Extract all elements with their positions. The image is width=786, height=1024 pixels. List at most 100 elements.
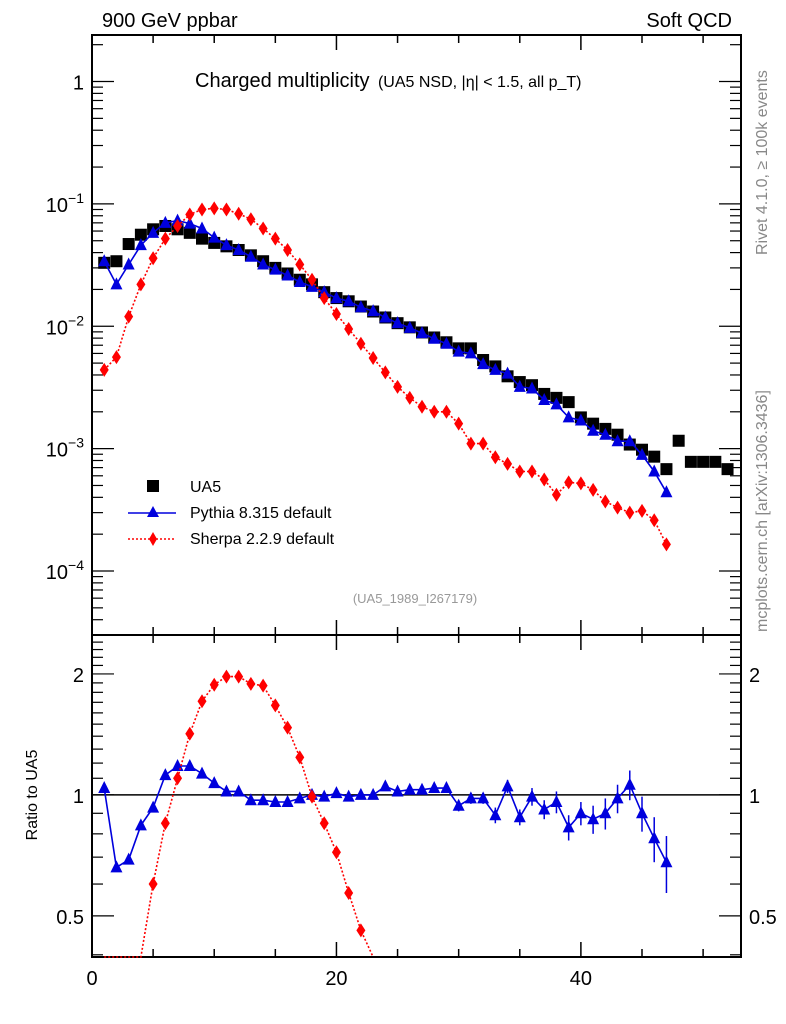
main-sherpa-point (319, 291, 329, 306)
ratio-y-tick-label-right: 0.5 (749, 907, 777, 929)
main-pythia-point (220, 238, 233, 251)
y-tick-label: 1 (73, 73, 84, 95)
ratio-sherpa-point (356, 923, 366, 938)
main-sherpa-point (454, 416, 464, 431)
mcplots-label: mcplots.cern.ch [arXiv:1306.3436] (754, 390, 771, 632)
x-tick-label: 20 (325, 968, 347, 990)
main-sherpa-point (160, 231, 170, 246)
main-sherpa-point (527, 464, 537, 479)
main-sherpa-point (258, 221, 268, 236)
ratio-pythia-point (428, 781, 441, 794)
main-sherpa-point (539, 472, 549, 487)
main-ua5-point (196, 232, 208, 245)
ratio-pythia-point (293, 791, 306, 804)
main-sherpa-point (515, 464, 525, 479)
main-pythia-point (183, 216, 196, 229)
main-pythia-point (489, 362, 502, 375)
main-pythia-point (513, 379, 526, 392)
main-pythia-point (538, 392, 551, 405)
ratio-pythia-point (330, 786, 343, 799)
main-pythia-point (367, 304, 380, 317)
ratio-sherpa-point (160, 816, 170, 831)
main-ua5-point (672, 434, 685, 447)
main-pythia-point (501, 366, 514, 379)
main-pythia-point (416, 326, 428, 339)
main-sherpa-point (588, 482, 598, 497)
ratio-pythia-point (183, 759, 196, 772)
plot-title: Charged multiplicity (UA5 NSD, |η| < 1.5… (195, 70, 581, 92)
ratio-sherpa-point (295, 750, 305, 765)
legend-marker-ua5 (147, 480, 159, 492)
main-sherpa-point (613, 500, 623, 515)
ratio-sherpa-point (283, 720, 293, 735)
ratio-pythia-point (464, 791, 477, 804)
ratio-pythia-point (648, 831, 661, 844)
ratio-pythia-point (367, 787, 380, 800)
main-pythia-point (122, 257, 135, 270)
main-ua5-point (587, 417, 600, 430)
main-sherpa-point (283, 243, 293, 258)
main-sherpa-point (503, 456, 513, 471)
title-sub: (UA5 NSD, |η| < 1.5, all p_T) (378, 74, 582, 91)
main-pythia-point (452, 344, 465, 357)
main-pythia-point (98, 254, 111, 267)
main-pythia-point (562, 410, 575, 423)
main-sherpa-point (393, 379, 403, 394)
y-tick-label: 10−1 (46, 190, 84, 217)
main-ua5-point (697, 455, 710, 468)
ratio-sherpa-point (197, 694, 207, 709)
x-tick-label: 40 (570, 968, 592, 990)
ratio-pythia-point (538, 802, 551, 815)
ratio-y-tick-label: 2 (73, 665, 84, 687)
main-ua5-point (648, 450, 661, 463)
ratio-sherpa-point (221, 669, 231, 684)
ratio-pythia-point (134, 818, 147, 831)
ratio-pythia-point (574, 806, 587, 819)
main-sherpa-point (111, 350, 121, 365)
legend-label-ua5: UA5 (190, 479, 221, 496)
main-pythia-point (636, 447, 648, 460)
ratio-pythia-point (623, 777, 636, 790)
main-pythia-point (660, 485, 673, 498)
ratio-pythia-point (281, 795, 294, 808)
ratio-pythia-point (269, 795, 282, 808)
main-sherpa-point (600, 494, 610, 509)
main-pythia-point (159, 215, 172, 228)
main-pythia-point (623, 434, 636, 447)
title-main: Charged multiplicity (195, 70, 370, 92)
main-ua5-point (183, 226, 196, 239)
ratio-pythia-point (110, 860, 123, 873)
main-sherpa-point (270, 231, 280, 246)
main-ua5-point (122, 238, 135, 251)
ratio-y-tick-label: 1 (73, 786, 84, 808)
main-sherpa-point (148, 251, 158, 266)
main-ua5-point (110, 255, 123, 268)
main-sherpa-point (99, 362, 109, 377)
axes: 0 20 40 1 10−1 10−2 10−3 10−4 0.5 0.5 1 1 2 2 (46, 34, 777, 990)
main-sherpa-point (221, 202, 231, 217)
ratio-pythia-point (440, 781, 453, 794)
ratio-pythia-point (550, 795, 563, 808)
ratio-pythia-point (636, 806, 648, 819)
legend-label-sherpa: Sherpa 2.2.9 default (190, 531, 335, 548)
ratio-sherpa-point (209, 677, 219, 692)
main-sherpa-point (173, 218, 183, 233)
main-sherpa-point (246, 212, 256, 227)
ratio-pythia-point (611, 791, 624, 804)
main-pythia-point (354, 300, 367, 313)
main-pythia-point (269, 262, 282, 275)
main-sherpa-point (136, 277, 146, 292)
y-tick-label: 10−4 (46, 557, 84, 584)
main-ua5-point (134, 228, 147, 241)
ratio-y-tick-label: 0.5 (56, 907, 84, 929)
main-pythia-point (464, 346, 477, 359)
main-pythia-point (428, 331, 441, 344)
main-ua5-point (721, 463, 734, 476)
legend-marker-sherpa (149, 532, 157, 546)
ratio-sherpa-point (270, 698, 280, 713)
legend-label-pythia: Pythia 8.315 default (190, 505, 332, 522)
main-ua5-point (660, 463, 673, 476)
main-sherpa-point (417, 399, 427, 414)
main-sherpa-point (466, 436, 476, 451)
main-pythia-point (232, 243, 245, 256)
